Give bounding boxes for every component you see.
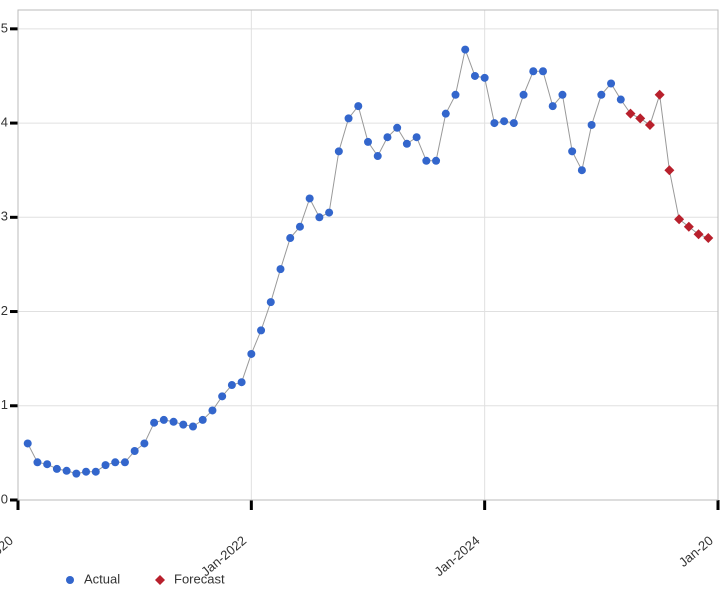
- data-point-actual: [140, 439, 148, 447]
- data-point-actual: [131, 447, 139, 455]
- data-point-forecast: [694, 229, 704, 239]
- data-point-actual: [53, 465, 61, 473]
- data-point-actual: [296, 223, 304, 231]
- data-point-actual: [607, 80, 615, 88]
- data-point-actual: [354, 102, 362, 110]
- data-point-forecast: [645, 120, 655, 130]
- data-point-actual: [383, 133, 391, 141]
- data-point-actual: [432, 157, 440, 165]
- data-point-actual: [520, 91, 528, 99]
- data-point-actual: [481, 74, 489, 82]
- data-point-actual: [43, 460, 51, 468]
- data-point-forecast: [684, 222, 694, 232]
- data-point-actual: [179, 421, 187, 429]
- data-point-actual: [257, 326, 265, 334]
- data-point-actual: [500, 117, 508, 125]
- x-tick-label: Jan-2024: [431, 533, 482, 579]
- data-point-actual: [92, 468, 100, 476]
- data-point-actual: [617, 96, 625, 104]
- legend-marker-actual: [66, 576, 74, 584]
- data-point-actual: [452, 91, 460, 99]
- data-point-forecast: [626, 109, 636, 119]
- data-point-actual: [490, 119, 498, 127]
- data-point-forecast: [664, 165, 674, 175]
- data-point-actual: [306, 194, 314, 202]
- y-tick-label: 4: [1, 115, 8, 130]
- data-point-actual: [72, 470, 80, 478]
- data-point-actual: [208, 406, 216, 414]
- y-tick-label: 0: [1, 491, 8, 506]
- data-point-actual: [345, 114, 353, 122]
- data-point-forecast: [655, 90, 665, 100]
- data-point-actual: [539, 67, 547, 75]
- data-point-actual: [325, 209, 333, 217]
- data-point-actual: [558, 91, 566, 99]
- data-point-actual: [238, 378, 246, 386]
- data-point-actual: [286, 234, 294, 242]
- data-point-actual: [102, 461, 110, 469]
- data-point-actual: [111, 458, 119, 466]
- data-point-actual: [24, 439, 32, 447]
- data-point-forecast: [674, 214, 684, 224]
- data-point-actual: [170, 418, 178, 426]
- data-point-actual: [121, 458, 129, 466]
- data-point-actual: [63, 467, 71, 475]
- data-point-actual: [568, 147, 576, 155]
- data-point-forecast: [635, 113, 645, 123]
- data-point-forecast: [703, 233, 713, 243]
- time-series-chart: 012345Jan-2020Jan-2022Jan-2024Jan-20Actu…: [0, 0, 728, 600]
- data-point-actual: [247, 350, 255, 358]
- data-point-actual: [403, 140, 411, 148]
- legend-marker-forecast: [155, 575, 165, 585]
- data-point-actual: [189, 423, 197, 431]
- legend-label: Actual: [84, 571, 120, 586]
- data-point-actual: [335, 147, 343, 155]
- data-point-actual: [82, 468, 90, 476]
- data-point-actual: [529, 67, 537, 75]
- y-tick-label: 3: [1, 209, 8, 224]
- y-tick-label: 5: [1, 20, 8, 35]
- data-point-actual: [413, 133, 421, 141]
- data-point-actual: [549, 102, 557, 110]
- data-point-actual: [315, 213, 323, 221]
- data-point-actual: [160, 416, 168, 424]
- data-line: [28, 50, 709, 474]
- x-tick-label: Jan-20: [676, 533, 716, 570]
- data-point-actual: [364, 138, 372, 146]
- data-point-actual: [218, 392, 226, 400]
- data-point-actual: [199, 416, 207, 424]
- data-point-actual: [267, 298, 275, 306]
- data-point-actual: [277, 265, 285, 273]
- data-point-actual: [422, 157, 430, 165]
- data-point-actual: [510, 119, 518, 127]
- data-point-actual: [588, 121, 596, 129]
- data-point-actual: [150, 419, 158, 427]
- data-point-actual: [228, 381, 236, 389]
- data-point-actual: [578, 166, 586, 174]
- data-point-actual: [374, 152, 382, 160]
- data-point-actual: [33, 458, 41, 466]
- data-point-actual: [442, 110, 450, 118]
- data-point-actual: [461, 46, 469, 54]
- y-tick-label: 1: [1, 397, 8, 412]
- data-point-actual: [393, 124, 401, 132]
- y-tick-label: 2: [1, 303, 8, 318]
- data-point-actual: [471, 72, 479, 80]
- legend-label: Forecast: [174, 571, 225, 586]
- data-point-actual: [597, 91, 605, 99]
- x-tick-label: Jan-2020: [0, 533, 16, 579]
